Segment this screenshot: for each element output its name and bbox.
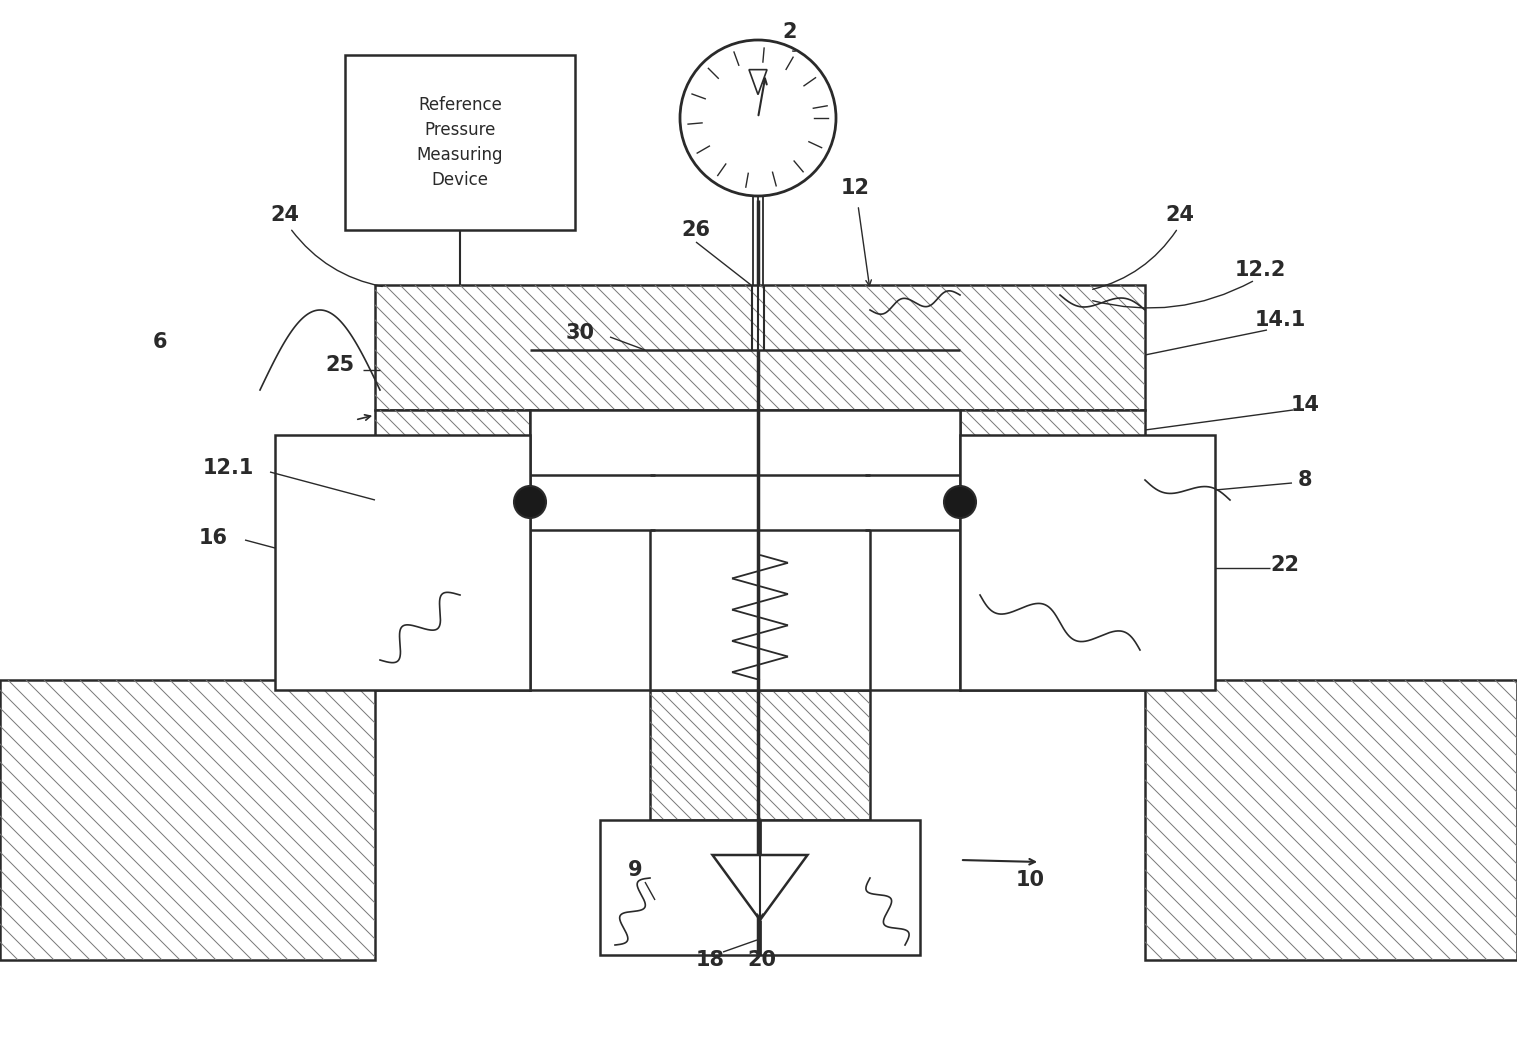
Polygon shape: [1145, 680, 1517, 960]
Circle shape: [944, 486, 975, 518]
Polygon shape: [375, 410, 529, 690]
Text: 18: 18: [695, 950, 725, 970]
Text: 20: 20: [748, 950, 777, 970]
Text: 14.1: 14.1: [1255, 310, 1306, 330]
Polygon shape: [713, 855, 807, 920]
Text: 10: 10: [1015, 870, 1045, 890]
Polygon shape: [375, 285, 1145, 410]
Text: 24: 24: [270, 205, 299, 225]
Text: Reference
Pressure
Measuring
Device: Reference Pressure Measuring Device: [417, 96, 504, 189]
Text: 6: 6: [153, 332, 167, 352]
Text: 16: 16: [199, 528, 228, 548]
Polygon shape: [749, 70, 768, 95]
Text: 26: 26: [681, 220, 710, 240]
Bar: [601, 820, 919, 955]
Text: 9: 9: [628, 860, 642, 880]
Text: 12.2: 12.2: [1235, 260, 1286, 279]
Polygon shape: [649, 690, 871, 820]
Text: 12.1: 12.1: [202, 458, 253, 478]
Circle shape: [680, 39, 836, 196]
Circle shape: [514, 486, 546, 518]
Text: 2: 2: [783, 22, 798, 42]
Text: 12: 12: [840, 178, 869, 198]
Text: 8: 8: [1297, 470, 1312, 490]
Text: 25: 25: [326, 355, 355, 375]
Bar: [275, 435, 529, 690]
Bar: [529, 410, 960, 690]
Polygon shape: [960, 410, 1145, 690]
Text: 22: 22: [1271, 555, 1300, 575]
Polygon shape: [0, 680, 375, 960]
Bar: [344, 55, 575, 230]
Text: 30: 30: [566, 323, 595, 343]
Bar: [960, 435, 1215, 690]
Text: 24: 24: [1165, 205, 1194, 225]
Text: 14: 14: [1291, 395, 1320, 415]
